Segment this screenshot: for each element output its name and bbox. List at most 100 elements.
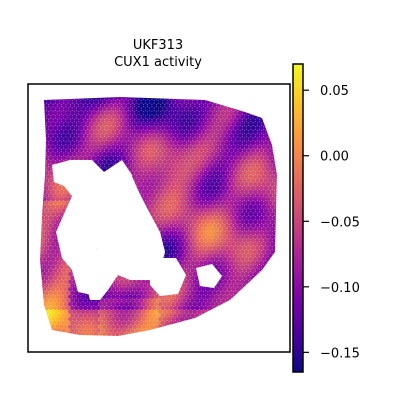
spot <box>44 208 49 213</box>
spot <box>132 106 138 112</box>
spot <box>261 166 267 172</box>
spot <box>153 204 159 210</box>
spot <box>59 204 64 210</box>
spot <box>265 144 271 150</box>
spot <box>164 163 170 168</box>
spot <box>40 170 45 176</box>
spot <box>50 144 56 150</box>
spot <box>196 174 202 180</box>
spot <box>259 97 264 101</box>
spot <box>188 121 193 127</box>
spot <box>192 316 198 322</box>
spot <box>259 170 264 176</box>
spot <box>218 159 224 165</box>
spot <box>151 178 157 183</box>
spot <box>250 155 256 161</box>
spot <box>55 129 60 135</box>
spot <box>95 110 101 116</box>
spot <box>265 174 271 180</box>
spot <box>138 118 144 123</box>
spot <box>55 331 60 336</box>
spot <box>74 118 79 123</box>
spot <box>42 211 47 217</box>
spot <box>151 200 157 206</box>
spot <box>242 140 247 146</box>
spot <box>279 227 284 232</box>
spot <box>267 313 273 318</box>
spot <box>209 196 215 202</box>
spot <box>231 129 236 135</box>
spot <box>274 181 277 187</box>
spot <box>259 185 264 191</box>
spot <box>169 140 174 146</box>
spot <box>229 298 234 303</box>
spot <box>272 193 277 198</box>
spot <box>40 313 41 318</box>
spot <box>177 118 183 123</box>
spot <box>44 170 49 176</box>
spot <box>257 181 262 187</box>
spot <box>153 159 159 165</box>
spot <box>46 114 52 120</box>
spot <box>227 129 232 135</box>
spot <box>40 174 43 180</box>
spot <box>40 298 41 303</box>
spot <box>246 290 251 296</box>
spot <box>257 316 262 322</box>
spot <box>252 286 258 292</box>
spot <box>276 125 277 131</box>
spot <box>218 99 224 105</box>
spot <box>227 181 232 187</box>
spot <box>227 151 232 157</box>
spot <box>177 320 183 326</box>
spot <box>115 151 120 157</box>
spot <box>205 121 211 127</box>
spot <box>143 140 148 146</box>
spot <box>40 144 43 150</box>
spot <box>212 110 217 116</box>
spot <box>218 136 224 142</box>
spot <box>220 140 226 146</box>
spot <box>106 144 112 150</box>
spot <box>242 335 247 336</box>
spot <box>102 136 107 142</box>
spot <box>70 335 75 336</box>
spot <box>224 208 230 213</box>
spot <box>246 155 251 161</box>
spot <box>212 155 217 161</box>
spot <box>145 159 150 165</box>
spot <box>119 144 125 150</box>
spot <box>85 114 90 120</box>
spot <box>162 166 168 172</box>
spot <box>194 193 200 198</box>
spot <box>244 204 249 210</box>
spot <box>162 181 168 187</box>
spot <box>267 208 273 213</box>
spot <box>40 155 41 161</box>
spot <box>70 110 75 116</box>
spot <box>115 106 120 112</box>
spot <box>229 328 234 333</box>
spot <box>218 309 224 315</box>
spot <box>175 181 181 187</box>
spot <box>237 328 243 333</box>
spot <box>212 320 217 326</box>
spot <box>59 331 64 336</box>
spot <box>87 110 92 116</box>
spot <box>134 148 140 153</box>
spot <box>231 316 236 322</box>
spot <box>175 324 181 330</box>
spot <box>147 170 153 176</box>
spot <box>59 189 64 195</box>
spot <box>115 121 120 127</box>
spot <box>63 136 69 142</box>
spot <box>257 204 262 210</box>
spot <box>42 331 47 336</box>
spot <box>164 103 170 108</box>
spot <box>46 166 52 172</box>
spot <box>239 159 245 165</box>
spot <box>173 200 178 206</box>
spot <box>229 140 234 146</box>
spot <box>98 144 103 150</box>
spot <box>259 208 264 213</box>
